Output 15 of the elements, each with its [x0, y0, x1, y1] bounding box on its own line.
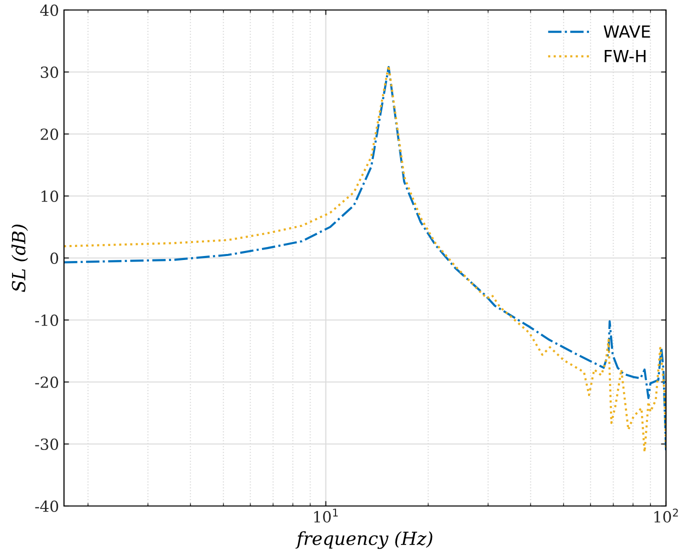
x-tick-label: 10$^{2}$ [654, 508, 678, 523]
legend-label: WAVE [604, 26, 650, 38]
x-axis-title: frequency (Hz) [295, 531, 432, 549]
y-axis-title: SL (dB) [12, 224, 28, 292]
y-tick-label: -30 [35, 438, 58, 450]
y-tick-label: 0 [50, 252, 58, 264]
legend-label: FW-H [604, 50, 646, 62]
x-tick-label: 10$^{1}$ [314, 508, 338, 523]
y-tick-label: 30 [40, 66, 58, 78]
y-tick-label: 10 [42, 190, 58, 202]
y-tick-label: -20 [35, 376, 58, 388]
y-tick-label: -10 [35, 314, 58, 326]
y-tick-label: -40 [35, 500, 58, 512]
y-tick-label: 20 [40, 128, 58, 140]
y-tick-label: 40 [40, 4, 58, 16]
